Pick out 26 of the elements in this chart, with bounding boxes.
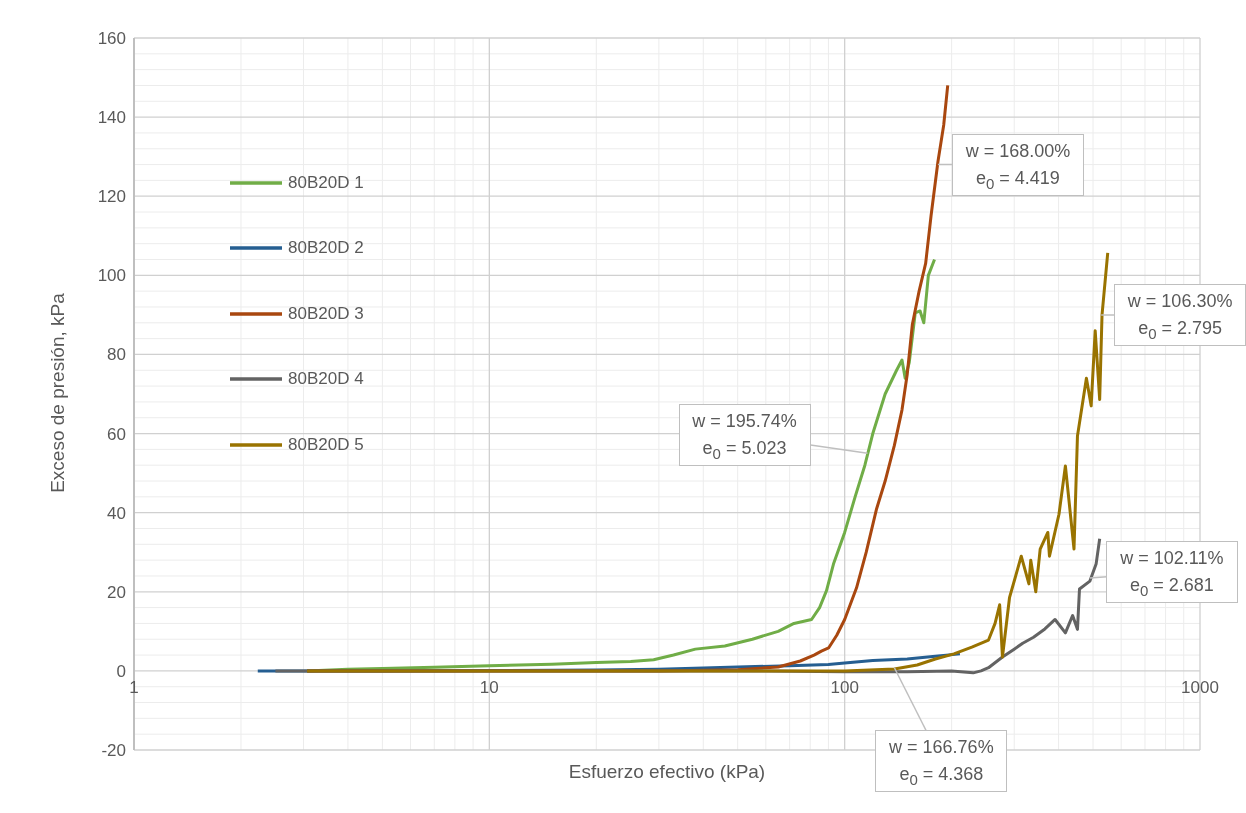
y-tick-label: 60 — [107, 424, 126, 444]
y-axis-title: Exceso de presión, kPa — [47, 292, 69, 495]
y-tick-label: 80 — [107, 345, 126, 365]
y-tick-label: 160 — [97, 29, 126, 49]
y-tick-label: 40 — [107, 503, 126, 523]
x-tick-label: 1000 — [1181, 677, 1219, 697]
annotation: w = 102.11% e$_{0}$ = 2.681 — [1120, 547, 1224, 599]
legend-label: 80B20D 2 — [288, 238, 364, 259]
y-tick-label: 100 — [97, 266, 126, 286]
x-axis-title: Esfuerzo efectivo (kPa) — [568, 761, 766, 782]
x-tick-label: 1 — [129, 677, 139, 697]
legend-label: 80B20D 1 — [288, 172, 364, 193]
legend-label: 80B20D 4 — [288, 369, 364, 390]
x-tick-label: 100 — [830, 677, 859, 697]
annotation: w = 166.76% e$_{0}$ = 4.368 — [889, 736, 994, 788]
x-tick-label: 10 — [479, 677, 499, 697]
y-tick-label: -20 — [101, 741, 126, 761]
y-tick-label: 140 — [97, 108, 126, 128]
legend-label: 80B20D 5 — [288, 434, 364, 455]
annotation: w = 106.30% e$_{0}$ = 2.795 — [1127, 290, 1233, 342]
y-tick-label: 20 — [107, 582, 126, 602]
annotation: w = 195.74% e$_{0}$ = 5.023 — [692, 411, 797, 462]
annotation: w = 168.00% e$_{0}$ = 4.419 — [965, 140, 1071, 192]
y-tick-label: 120 — [97, 187, 126, 207]
y-tick-label: 0 — [116, 661, 126, 681]
legend-label: 80B20D 3 — [288, 303, 364, 324]
